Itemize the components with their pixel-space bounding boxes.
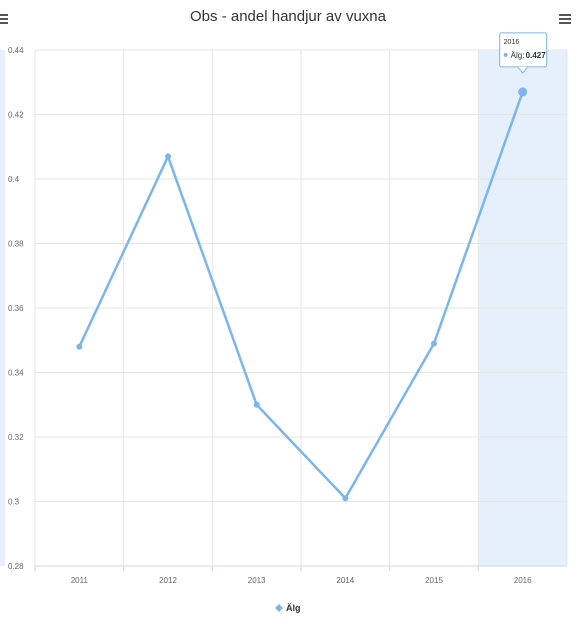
x-tick-label: 2014 (336, 576, 354, 585)
data-point[interactable] (76, 343, 83, 350)
x-tick-label: 2015 (425, 576, 443, 585)
y-tick-label: 0.38 (8, 240, 24, 249)
y-tick-label: 0.3 (8, 498, 20, 507)
data-point[interactable] (165, 153, 171, 160)
y-tick-label: 0.44 (8, 46, 24, 55)
x-tick-label: 2012 (159, 576, 177, 585)
tooltip-series-marker (503, 52, 508, 57)
data-point[interactable] (518, 87, 528, 97)
data-point[interactable] (253, 401, 260, 408)
left-edge-strip (0, 50, 5, 566)
x-tick-label: 2011 (71, 576, 89, 585)
x-tick-label: 2013 (248, 576, 266, 585)
chart-title: Obs - andel handjur av vuxna (190, 8, 386, 25)
y-tick-label: 0.36 (8, 304, 24, 313)
data-point[interactable] (342, 495, 349, 502)
data-point[interactable] (431, 340, 437, 347)
x-tick-label: 2016 (514, 576, 532, 585)
tooltip-category: 2016 (504, 39, 520, 46)
y-tick-label: 0.32 (8, 433, 24, 442)
tooltip-pointer (517, 66, 529, 74)
legend-marker[interactable] (275, 604, 283, 612)
hamburger-menu-icon[interactable] (559, 14, 571, 26)
y-tick-label: 0.28 (8, 562, 24, 571)
tooltip-value: 0.427 (526, 51, 547, 60)
legend-label[interactable]: Älg (286, 603, 301, 613)
y-tick-label: 0.34 (8, 369, 24, 378)
y-tick-label: 0.4 (8, 175, 20, 184)
tooltip-series-name: Älg: (511, 51, 525, 60)
series-line (78, 91, 524, 500)
y-tick-label: 0.42 (8, 111, 24, 120)
left-menu-icon[interactable] (0, 14, 8, 26)
